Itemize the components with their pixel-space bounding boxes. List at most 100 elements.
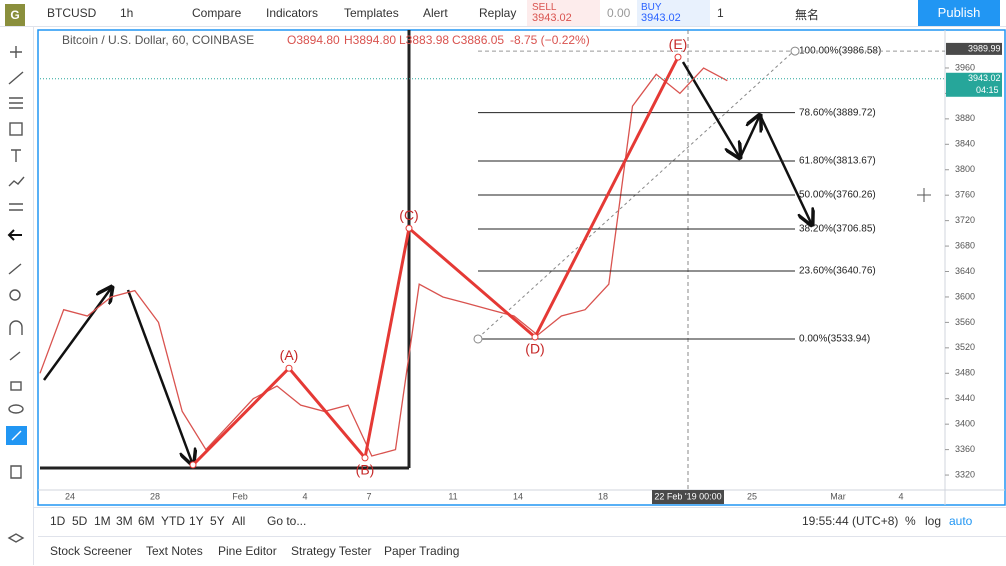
tab[interactable]: Text Notes (146, 544, 203, 558)
x-tick-label: 11 (448, 491, 457, 501)
wave-point (531, 333, 539, 341)
x-tick-label: Mar (830, 491, 846, 501)
wave-label: (B) (356, 462, 375, 478)
legend-low: L3883.98 (399, 33, 450, 47)
legend-high: H3894.80 (344, 33, 397, 47)
fib-handle (790, 46, 800, 56)
tab[interactable]: Pine Editor (218, 544, 277, 558)
y-tick-label: 3800 (955, 164, 975, 174)
wave-label: (E) (669, 36, 688, 52)
period-button[interactable]: 3M (116, 514, 133, 528)
y-tick-label: 3360 (955, 444, 975, 454)
y-tick-label: 3320 (955, 469, 975, 479)
legend-close: C3886.05 (452, 33, 505, 47)
fib-trend-line (477, 49, 796, 339)
period-button[interactable]: 6M (138, 514, 155, 528)
scale-button[interactable]: log (925, 514, 942, 528)
y-tick-label: 3720 (955, 215, 975, 225)
y-tick-label: 3600 (955, 291, 975, 301)
wave-point (361, 454, 369, 462)
period-button[interactable]: YTD (161, 514, 185, 528)
period-button[interactable]: 1Y (189, 514, 204, 528)
wave-point (285, 364, 293, 372)
goto[interactable]: Go to... (267, 514, 307, 528)
indicators[interactable]: Indicators (266, 6, 319, 20)
chart-frame (37, 29, 1006, 506)
tab[interactable]: Strategy Tester (291, 544, 372, 558)
compare[interactable]: Compare (192, 6, 242, 20)
publish[interactable]: Publish (918, 0, 1000, 26)
tab[interactable]: Stock Screener (50, 544, 133, 558)
tab-bar (38, 536, 1006, 566)
fib-label: 23.60%(3640.76) (799, 266, 876, 277)
sell-price: 3943.02 (532, 12, 572, 24)
period-button[interactable]: All (232, 514, 246, 528)
x-tick-label: 28 (150, 491, 160, 501)
price-line (39, 67, 728, 457)
y-tick-label: 3640 (955, 266, 975, 276)
legend-title: Bitcoin / U.S. Dollar, 60, COINBASE (62, 33, 255, 47)
replay[interactable]: Replay (479, 6, 517, 20)
interval[interactable]: 1h (120, 6, 134, 20)
wave-line (191, 56, 680, 466)
wave-label: (A) (280, 347, 299, 363)
x-tick-label: 4 (302, 491, 307, 501)
crosshair-badge (946, 42, 1002, 55)
tab[interactable]: Paper Trading (384, 544, 460, 558)
countdown: 04:15 (976, 85, 999, 95)
templates[interactable]: Templates (344, 6, 399, 20)
period-button[interactable]: 5D (72, 514, 88, 528)
quantity[interactable]: 1 (717, 6, 724, 20)
cursor (917, 188, 931, 202)
x-tick-label: 18 (598, 491, 608, 501)
y-tick-label: 3480 (955, 368, 975, 378)
buy-price: 3943.02 (641, 12, 681, 24)
x-tick-label: 14 (513, 491, 523, 501)
fib-label: 61.80%(3813.67) (799, 156, 876, 167)
wave-label: (C) (399, 207, 418, 223)
y-tick-label: 3400 (955, 419, 975, 429)
period-button[interactable]: 5Y (210, 514, 225, 528)
arrows (42, 61, 812, 465)
fib-label: 0.00%(3533.94) (799, 334, 870, 345)
logo[interactable]: G (5, 4, 25, 26)
y-tick-label: 3840 (955, 139, 975, 149)
x-tick-label: 24 (65, 491, 75, 501)
bottom-bar (33, 507, 1006, 534)
symbol[interactable]: BTCUSD (47, 6, 97, 20)
alert[interactable]: Alert (423, 6, 448, 20)
period-button[interactable]: 1M (94, 514, 111, 528)
y-tick-label: 3880 (955, 113, 975, 123)
layout-name[interactable]: 無名 (795, 8, 820, 22)
x-tick-label: 4 (898, 491, 903, 501)
wave-point (674, 53, 682, 61)
sell-box[interactable] (527, 0, 600, 26)
legend-change: -8.75 (−0.22%) (510, 33, 590, 47)
sell-label: SELL (532, 2, 557, 13)
buy-label: BUY (641, 2, 662, 13)
spread: 0.00 (607, 6, 631, 20)
fib-label: 78.60%(3889.72) (799, 107, 876, 118)
y-tick-label: 3520 (955, 342, 975, 352)
x-tick-label: Feb (232, 491, 248, 501)
buy-box[interactable] (637, 0, 710, 26)
fib-handle (473, 334, 483, 344)
clock: 19:55:44 (UTC+8) (802, 514, 899, 528)
wave-point (405, 224, 413, 232)
top-bar (0, 0, 1006, 27)
last-price-badge (946, 72, 1002, 97)
period-button[interactable]: 1D (50, 514, 66, 528)
wave-label: (D) (525, 341, 544, 357)
fib-label: 50.00%(3760.26) (799, 190, 876, 201)
tool-icons[interactable] (6, 46, 27, 543)
y-tick-label: 3680 (955, 240, 975, 250)
scale-button[interactable]: % (905, 514, 916, 528)
y-tick-label: 3560 (955, 317, 975, 327)
crosshair-price: 3989.99 (968, 43, 1001, 53)
scale-button[interactable]: auto (949, 514, 973, 528)
y-tick-label: 3960 (955, 62, 975, 72)
legend-open: O3894.80 (287, 33, 340, 47)
time-badge (652, 490, 724, 504)
